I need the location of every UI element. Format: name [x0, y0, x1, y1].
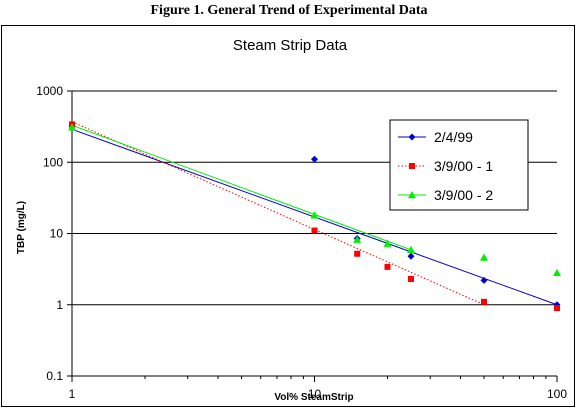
- point-series-1-3: [384, 263, 391, 270]
- x-axis-title: Vol% SteamStrip: [274, 392, 353, 403]
- point-series-0-4: [480, 276, 488, 284]
- legend-marker-0: [408, 133, 416, 141]
- chart-frame: 1 10 100 0.1 1 10 100 1000 Steam Strip Data Vol% …: [1, 25, 575, 407]
- figure-caption: Figure 1. General Trend of Experimental …: [150, 3, 428, 18]
- point-series-1-1: [311, 227, 318, 234]
- trendline-series-2: [71, 124, 412, 251]
- trendline-series-1: [71, 121, 485, 306]
- point-series-2-4: [407, 245, 416, 254]
- x-tick-label-1: 10: [308, 387, 322, 401]
- y-tick-label-3: 100: [43, 155, 63, 169]
- point-series-0-3: [407, 252, 415, 260]
- chart-title: Steam Strip Data: [233, 37, 348, 54]
- legend-marker-1: [409, 163, 415, 169]
- y-tick-label-0: 0.1: [46, 369, 63, 383]
- legend-marker-2: [408, 191, 416, 199]
- y-tick-label-4: 1000: [36, 84, 63, 98]
- legend-label-0: 2/4/99: [434, 129, 473, 145]
- point-series-0-1: [311, 155, 318, 163]
- point-series-1-6: [554, 305, 560, 312]
- point-series-2-6: [553, 268, 561, 277]
- point-series-2-0: [68, 123, 76, 131]
- point-series-1-4: [408, 275, 415, 282]
- point-series-2-2: [353, 235, 362, 243]
- point-series-2-1: [310, 211, 319, 219]
- point-series-2-3: [383, 239, 392, 247]
- chart-svg: 1 10 100 0.1 1 10 100 1000 Steam Strip Data Vol% …: [16, 37, 567, 403]
- y-axis-title: TBP (mg/L): [16, 201, 27, 254]
- legend-label-2: 3/9/00 - 2: [434, 187, 493, 203]
- y-tick-label-1: 1: [56, 298, 63, 312]
- point-series-2-5: [480, 253, 489, 261]
- point-series-1-5: [481, 298, 488, 305]
- legend-label-1: 3/9/00 - 1: [434, 158, 493, 174]
- x-tick-label-0: 1: [69, 387, 76, 401]
- y-tick-label-2: 10: [50, 227, 64, 241]
- point-series-1-2: [354, 250, 361, 257]
- x-tick-label-2: 100: [547, 387, 567, 401]
